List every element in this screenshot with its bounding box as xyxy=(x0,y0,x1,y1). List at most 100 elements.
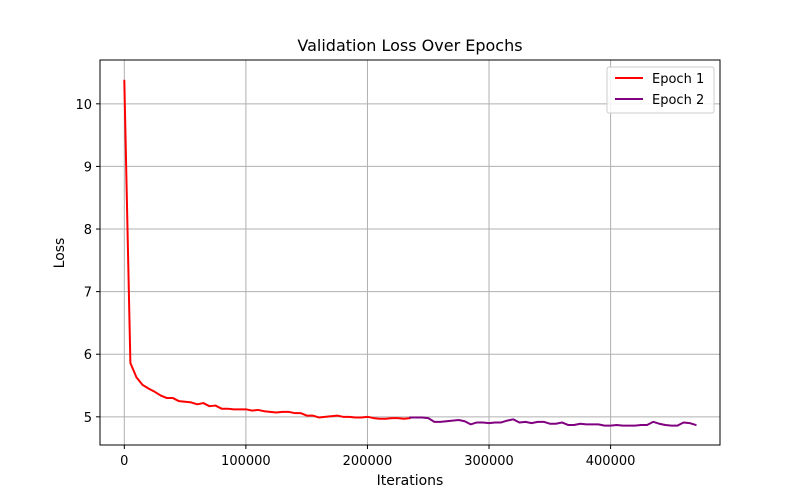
data-point-epoch-2 xyxy=(682,421,685,424)
data-point-epoch-2 xyxy=(451,419,454,422)
data-point-epoch-1 xyxy=(148,388,150,390)
data-point-epoch-2 xyxy=(445,420,448,422)
data-point-epoch-2 xyxy=(433,421,435,423)
series-lines xyxy=(123,79,697,427)
data-point-epoch-1 xyxy=(293,412,296,414)
data-point-epoch-1 xyxy=(281,411,283,413)
data-point-epoch-1 xyxy=(403,418,405,420)
x-tick-label: 300000 xyxy=(464,454,514,469)
data-point-epoch-2 xyxy=(591,423,593,425)
data-point-epoch-1 xyxy=(360,416,362,419)
legend: Epoch 1 Epoch 2 xyxy=(606,66,715,114)
data-point-epoch-1 xyxy=(391,417,393,419)
data-point-epoch-2 xyxy=(506,419,508,422)
y-axis: 5 6 7 8 9 10 xyxy=(75,98,100,426)
data-point-epoch-2 xyxy=(628,424,630,427)
data-point-epoch-2 xyxy=(488,422,490,424)
data-point-epoch-2 xyxy=(524,421,527,423)
data-point-epoch-2 xyxy=(549,423,551,425)
data-point-epoch-2 xyxy=(646,424,648,426)
data-point-epoch-2 xyxy=(530,422,533,424)
data-point-epoch-1 xyxy=(141,384,144,386)
data-point-epoch-1 xyxy=(366,416,369,418)
data-point-epoch-2 xyxy=(537,421,539,423)
grid-lines xyxy=(100,60,720,445)
x-tick-label: 400000 xyxy=(586,454,636,469)
data-point-epoch-2 xyxy=(597,423,600,425)
data-point-epoch-2 xyxy=(421,416,423,419)
data-point-epoch-1 xyxy=(196,403,198,405)
data-point-epoch-2 xyxy=(458,419,460,421)
x-tick-label: 0 xyxy=(120,454,128,469)
chart-title: Validation Loss Over Epochs xyxy=(297,36,522,55)
data-point-epoch-1 xyxy=(269,411,271,413)
data-point-epoch-2 xyxy=(512,418,514,420)
legend-label-epoch-1: Epoch 1 xyxy=(652,72,704,87)
data-point-epoch-1 xyxy=(275,411,277,414)
legend-label-epoch-2: Epoch 2 xyxy=(652,93,704,108)
data-point-epoch-1 xyxy=(214,404,217,407)
data-point-epoch-2 xyxy=(476,421,478,424)
y-tick-label: 8 xyxy=(84,223,92,238)
data-point-epoch-1 xyxy=(190,401,192,404)
data-point-epoch-2 xyxy=(482,421,484,424)
data-point-epoch-1 xyxy=(324,416,326,418)
y-tick-label: 9 xyxy=(84,160,92,175)
x-axis: 0 100000 200000 300000 400000 xyxy=(120,445,635,469)
data-point-epoch-2 xyxy=(609,424,612,427)
data-point-epoch-1 xyxy=(342,416,344,418)
data-point-epoch-2 xyxy=(573,424,575,426)
data-point-epoch-2 xyxy=(664,424,666,426)
data-point-epoch-1 xyxy=(385,418,387,420)
data-point-epoch-1 xyxy=(306,414,308,417)
data-point-epoch-1 xyxy=(154,391,156,393)
data-point-epoch-1 xyxy=(135,376,138,378)
data-point-epoch-1 xyxy=(251,409,253,412)
x-axis-label: Iterations xyxy=(377,473,444,489)
data-point-epoch-1 xyxy=(220,408,223,410)
data-point-epoch-1 xyxy=(379,418,381,420)
series-line-epoch-2 xyxy=(409,416,697,427)
data-point-epoch-2 xyxy=(676,424,679,427)
data-point-epoch-1 xyxy=(227,408,229,410)
data-point-epoch-2 xyxy=(695,424,697,426)
data-point-epoch-1 xyxy=(336,414,338,417)
data-point-epoch-2 xyxy=(409,416,411,419)
data-point-epoch-1 xyxy=(372,417,375,419)
data-point-epoch-2 xyxy=(427,417,429,419)
data-point-epoch-1 xyxy=(330,415,332,417)
data-point-epoch-1 xyxy=(202,402,204,404)
data-point-epoch-1 xyxy=(129,362,131,364)
data-point-epoch-1 xyxy=(287,411,290,413)
series-line-epoch-1 xyxy=(123,79,411,420)
data-point-epoch-1 xyxy=(172,397,174,399)
data-point-epoch-1 xyxy=(354,416,356,419)
data-point-epoch-2 xyxy=(439,421,441,423)
data-point-epoch-1 xyxy=(318,416,320,419)
data-point-epoch-1 xyxy=(178,400,180,402)
data-point-epoch-2 xyxy=(561,421,563,424)
data-point-epoch-1 xyxy=(257,409,259,411)
y-tick-label: 10 xyxy=(75,98,92,113)
x-tick-label: 200000 xyxy=(343,454,393,469)
data-point-epoch-2 xyxy=(585,423,587,425)
data-point-epoch-1 xyxy=(263,410,265,412)
data-point-epoch-1 xyxy=(184,401,186,403)
data-point-epoch-1 xyxy=(166,397,168,399)
data-point-epoch-2 xyxy=(622,424,624,427)
data-point-epoch-1 xyxy=(299,412,302,414)
data-point-epoch-2 xyxy=(579,423,581,425)
data-point-epoch-1 xyxy=(233,408,235,410)
data-point-epoch-2 xyxy=(464,420,466,422)
data-point-epoch-1 xyxy=(397,417,399,419)
data-point-epoch-2 xyxy=(603,424,606,427)
data-point-epoch-2 xyxy=(652,421,654,423)
data-point-epoch-2 xyxy=(567,424,569,426)
y-tick-label: 7 xyxy=(84,286,92,301)
data-point-epoch-2 xyxy=(640,424,642,426)
data-point-epoch-2 xyxy=(658,423,660,425)
data-point-epoch-1 xyxy=(312,414,314,417)
data-point-epoch-1 xyxy=(245,408,247,410)
